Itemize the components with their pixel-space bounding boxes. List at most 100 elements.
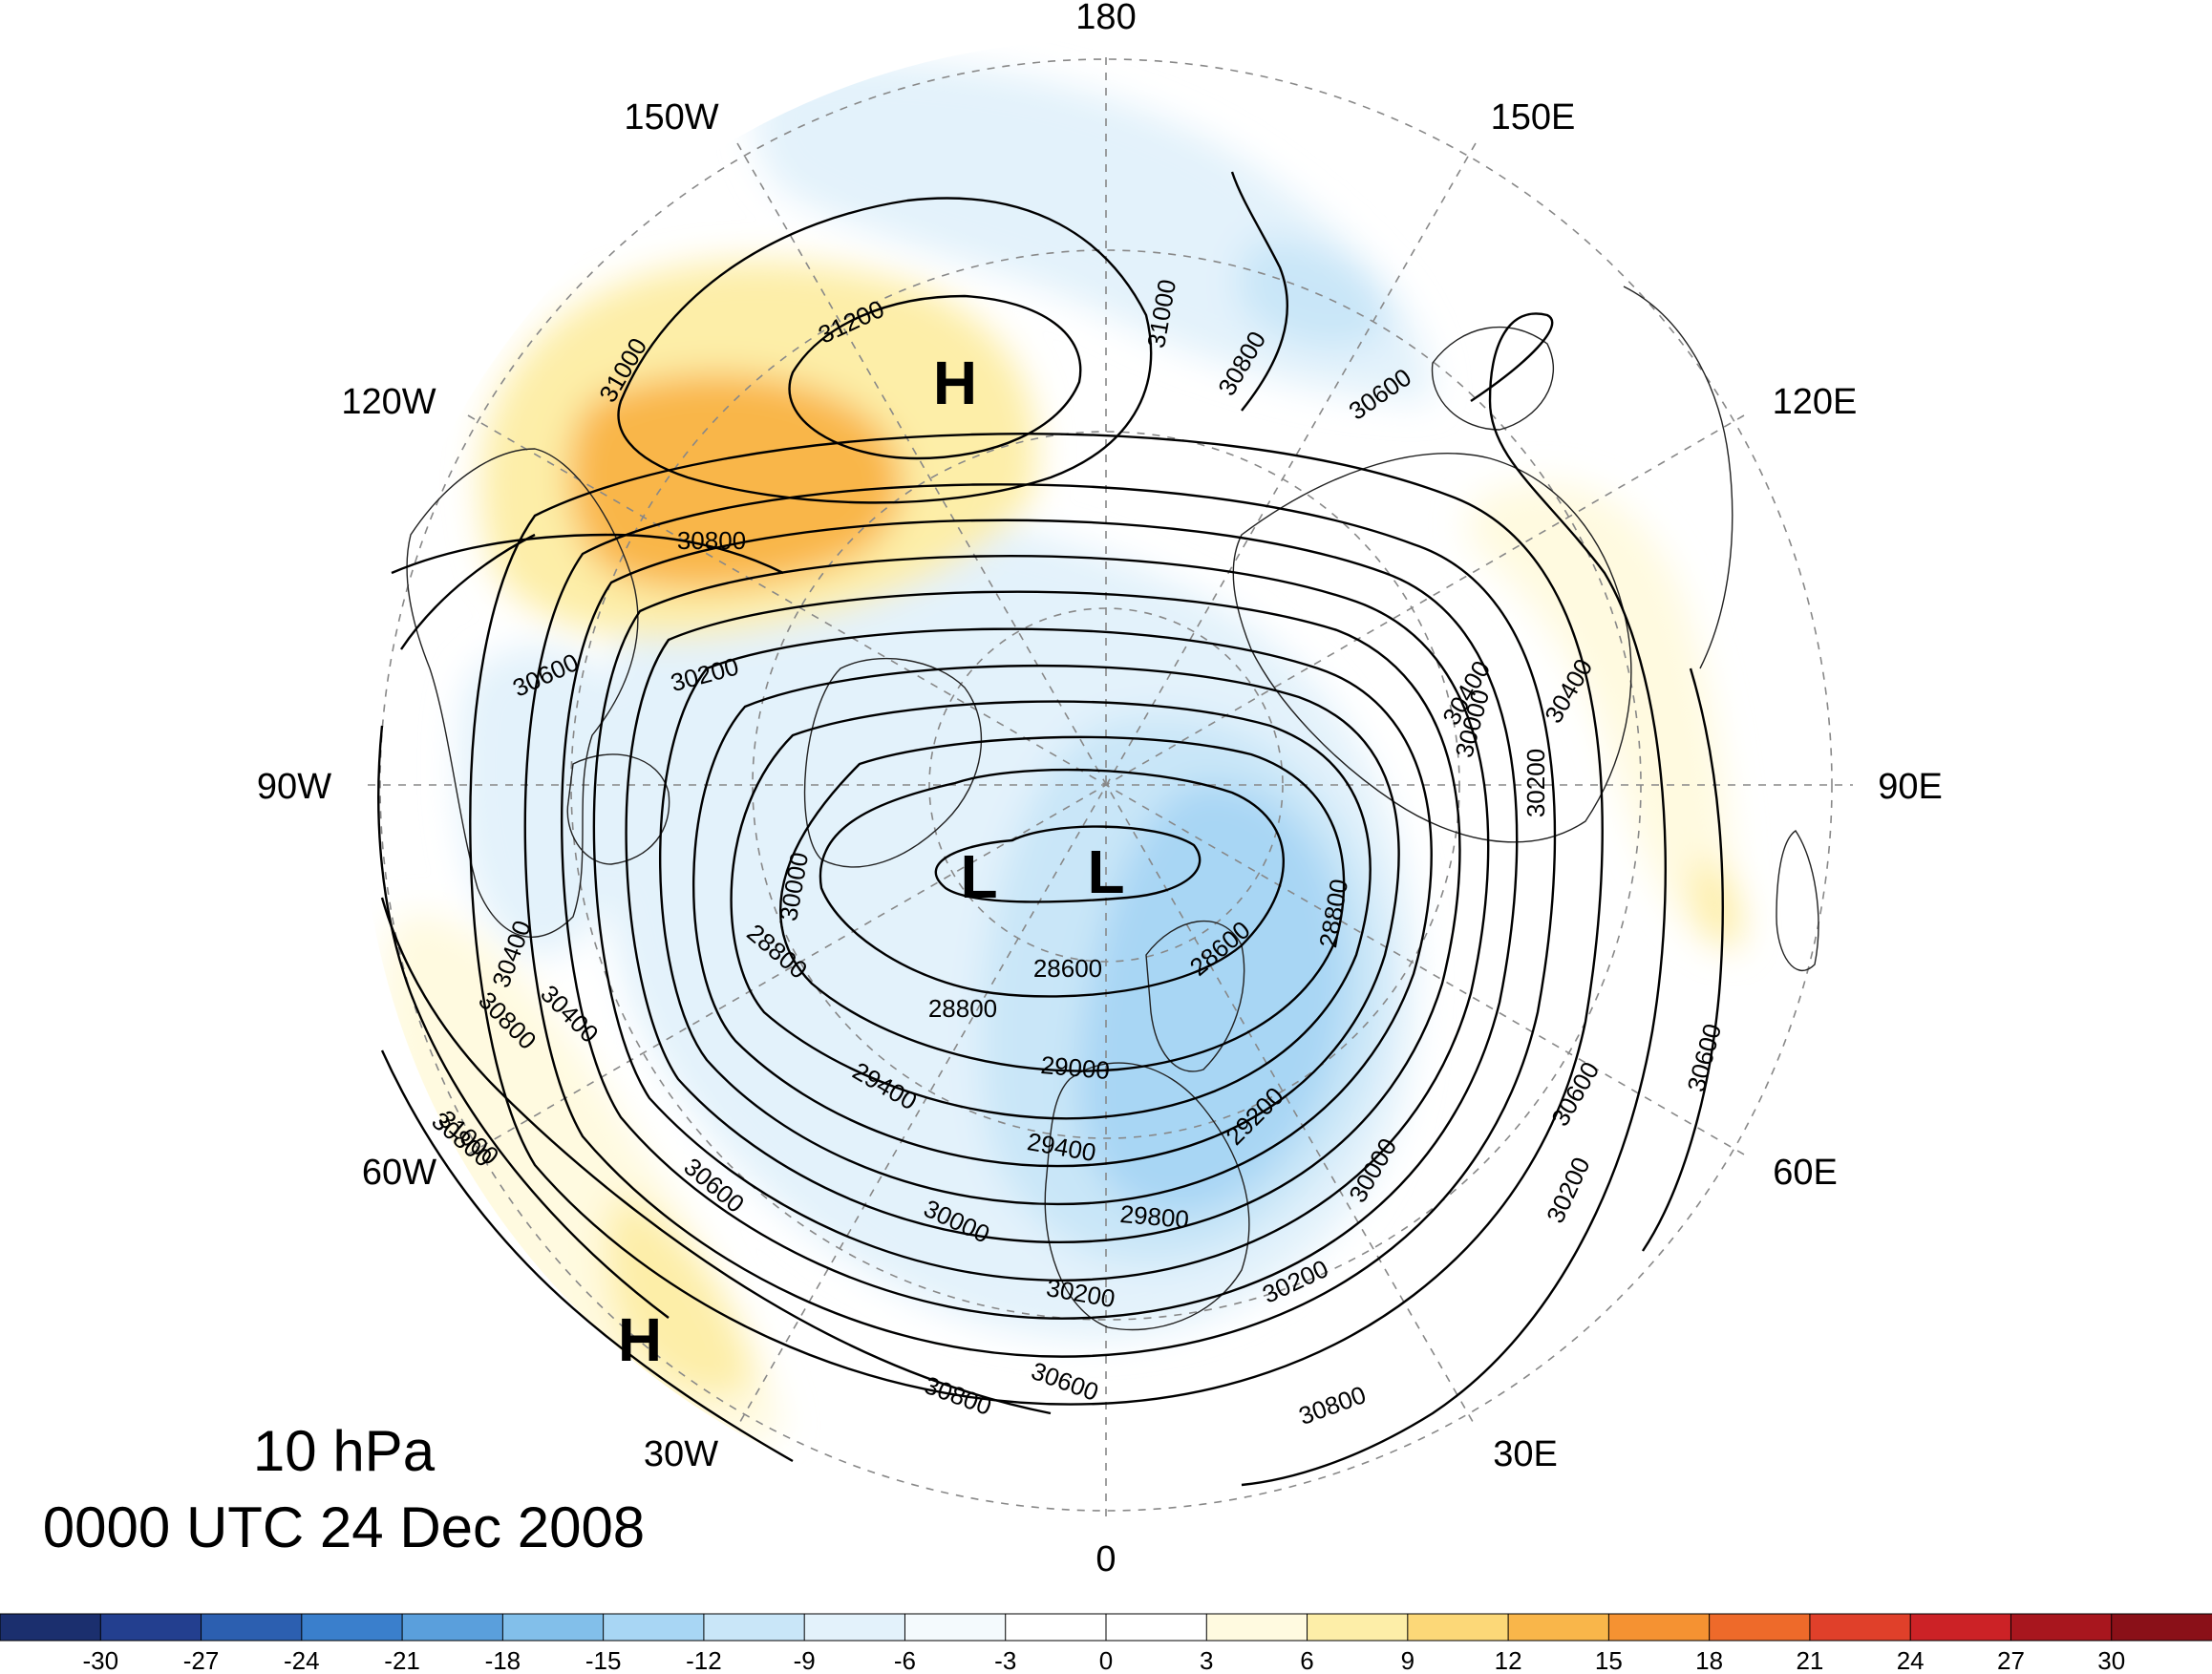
contour-28800-inner — [819, 768, 1285, 998]
lon-label-60w: 60W — [362, 1153, 436, 1193]
contour-29400 — [659, 627, 1433, 1206]
graticule — [368, 57, 1853, 1518]
lon-label-120w: 120W — [341, 382, 436, 422]
contour-label: 30600 — [1545, 1057, 1605, 1132]
colorbar-swatch — [703, 1613, 806, 1642]
warm-anomaly-asia — [1467, 481, 1732, 939]
colorbar-swatch — [1205, 1613, 1308, 1642]
colorbar-tick-label: -3 — [994, 1646, 1016, 1674]
colorbar-tick-label: 12 — [1495, 1646, 1522, 1674]
lon-label-180: 180 — [1075, 0, 1136, 37]
low-center-west: L — [960, 842, 997, 911]
contour-28800 — [779, 735, 1346, 1072]
contour-30600-west — [377, 533, 670, 1319]
contour-label: 29000 — [1039, 1050, 1111, 1085]
contour-30200 — [523, 483, 1557, 1358]
contour-30800-alaska — [391, 533, 784, 575]
contour-31200 — [788, 294, 1082, 460]
lon-label-0: 0 — [1095, 1539, 1116, 1579]
cold-anomaly-core — [1079, 783, 1347, 1215]
warm-anomaly-asia-core — [1692, 859, 1741, 948]
contour-30000 — [561, 519, 1519, 1320]
colorbar-swatch — [1005, 1613, 1108, 1642]
meridian-120e-60w — [467, 414, 1745, 1155]
coast-asia-east — [1623, 286, 1733, 669]
colorbar-swatch — [1407, 1613, 1510, 1642]
contour-28600 — [934, 825, 1202, 903]
contour-30800-atlantic — [380, 897, 1052, 1415]
contour-label: 30600 — [1681, 1021, 1727, 1095]
colorbar-tick-label: -21 — [384, 1646, 420, 1674]
colorbar-tick-label: -18 — [485, 1646, 521, 1674]
colorbar-tick-label: -6 — [894, 1646, 916, 1674]
parallel-60n — [570, 249, 1642, 1321]
colorbar-swatch — [803, 1613, 906, 1642]
coast-scandinavia — [1145, 920, 1245, 1072]
colorbar-tick-label: -27 — [183, 1646, 220, 1674]
colorbar-tick-label: 15 — [1595, 1646, 1623, 1674]
high-center-atlantic: H — [618, 1305, 662, 1374]
contour-29200 — [692, 664, 1400, 1168]
lon-label-90w: 90W — [257, 767, 331, 807]
cold-anomaly-pacific — [1238, 239, 1387, 349]
colorbar-swatch — [1307, 1613, 1409, 1642]
colorbar-tick-label: 3 — [1200, 1646, 1213, 1674]
contour-label: 29800 — [1118, 1199, 1190, 1234]
colorbar-swatch — [1809, 1613, 1912, 1642]
contour-label: 30800 — [921, 1370, 995, 1421]
parallel-50n — [379, 58, 1833, 1512]
colorbar-swatch — [1507, 1613, 1610, 1642]
colorbar-tick-label: -9 — [794, 1646, 816, 1674]
parallel-70n — [752, 431, 1460, 1139]
colorbar-swatch — [904, 1613, 1007, 1642]
lon-label-150e: 150E — [1491, 97, 1576, 138]
height-contours — [377, 171, 1724, 1487]
colorbar-swatch — [301, 1613, 404, 1642]
parallel-80n — [928, 607, 1284, 963]
contour-label: 28600 — [1033, 954, 1102, 983]
contour-29800 — [592, 555, 1490, 1282]
colorbar-swatch — [603, 1613, 705, 1642]
lon-label-30e: 30E — [1493, 1434, 1558, 1474]
title-level: 10 hPa — [253, 1419, 436, 1483]
lon-label-120e: 120E — [1773, 382, 1858, 422]
colorbar-swatch — [1105, 1613, 1208, 1642]
contour-30600-east — [1241, 312, 1667, 1487]
coast-north-america — [406, 448, 639, 938]
contour-29000 — [730, 700, 1372, 1120]
colorbar-tick-label: 27 — [1997, 1646, 2025, 1674]
colorbar: -30 -27 -24 -21 -18 -15 -12 -9 -6 -3 0 3 6 9 12 15 18 21 2… — [0, 1613, 2212, 1674]
colorbar-swatch — [1607, 1613, 1711, 1642]
longitude-labels: 180 150E 120E 90E 60E 30E 0 30W 60W 90W … — [257, 0, 1943, 1579]
colorbar-tick-label: 6 — [1300, 1646, 1313, 1674]
colorbar-swatch — [2111, 1613, 2212, 1642]
colorbar-swatch — [2010, 1613, 2113, 1642]
coast-europe — [1044, 1062, 1250, 1331]
lon-label-30w: 30W — [644, 1434, 718, 1474]
coast-kamchatka — [1431, 326, 1554, 431]
contour-29600 — [625, 590, 1461, 1243]
lon-label-60e: 60E — [1773, 1153, 1838, 1193]
contour-label: 28800 — [928, 994, 997, 1023]
colorbar-tick-label: -30 — [82, 1646, 118, 1674]
cold-anomaly-west — [458, 645, 636, 956]
colorbar-swatch — [1909, 1613, 2012, 1642]
colorbar-tick-label: 9 — [1401, 1646, 1414, 1674]
contour-31000-alaska — [617, 197, 1153, 504]
contour-30800-east — [1230, 171, 1724, 1252]
contour-label: 30800 — [1295, 1380, 1370, 1430]
low-center-east: L — [1087, 837, 1124, 906]
lon-label-90e: 90E — [1878, 767, 1943, 807]
coast-japan — [1776, 830, 1819, 971]
anomaly-shading — [382, 61, 1741, 1445]
contour-31000-atlantic — [380, 1049, 794, 1463]
contour-label: 30600 — [1028, 1356, 1102, 1407]
warm-anomaly-atlantic-core — [606, 1194, 755, 1396]
colorbar-swatch — [0, 1613, 102, 1642]
colorbar-swatch — [1709, 1613, 1811, 1642]
colorbar-tick-label: 24 — [1897, 1646, 1925, 1674]
colorbar-swatch — [401, 1613, 504, 1642]
colorbar-tick-label: 18 — [1695, 1646, 1723, 1674]
contour-label: 30800 — [677, 526, 746, 555]
colorbar-swatch — [201, 1613, 303, 1642]
